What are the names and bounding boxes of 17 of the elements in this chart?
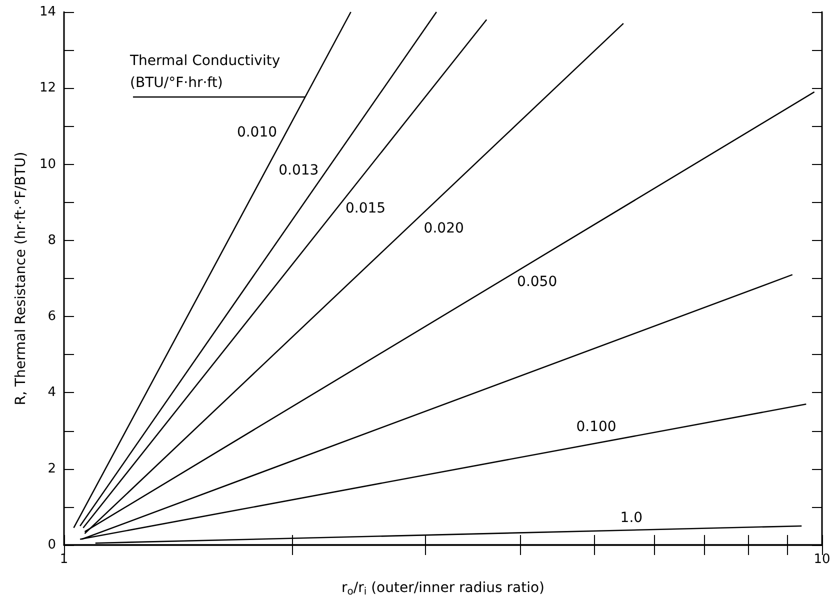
y-tick-label: 10 (39, 156, 56, 172)
series-label: 0.050 (517, 274, 558, 290)
series-label: 0.013 (278, 162, 319, 178)
series-label: 0.020 (424, 220, 464, 237)
y-tick-label: 4 (48, 385, 56, 400)
y-tick-label: 14 (39, 4, 56, 20)
y-tick-label: 0 (48, 538, 56, 552)
y-tick-label: 6 (48, 309, 56, 324)
legend-title: Thermal Conductivity (BTU/°F·hr·ft) (129, 53, 280, 91)
series-label: 0.015 (345, 200, 386, 217)
y-tick-label: 8 (48, 232, 56, 248)
y-axis-title: R, Thermal Resistance (hr·ft·°F/BTU) (13, 152, 29, 406)
y-tick-label: 12 (39, 80, 56, 96)
y-tick-label: 2 (48, 461, 56, 476)
series-label: 0.100 (576, 419, 616, 436)
series-label: 1.0 (620, 510, 643, 526)
series-label: 0.010 (236, 124, 278, 141)
